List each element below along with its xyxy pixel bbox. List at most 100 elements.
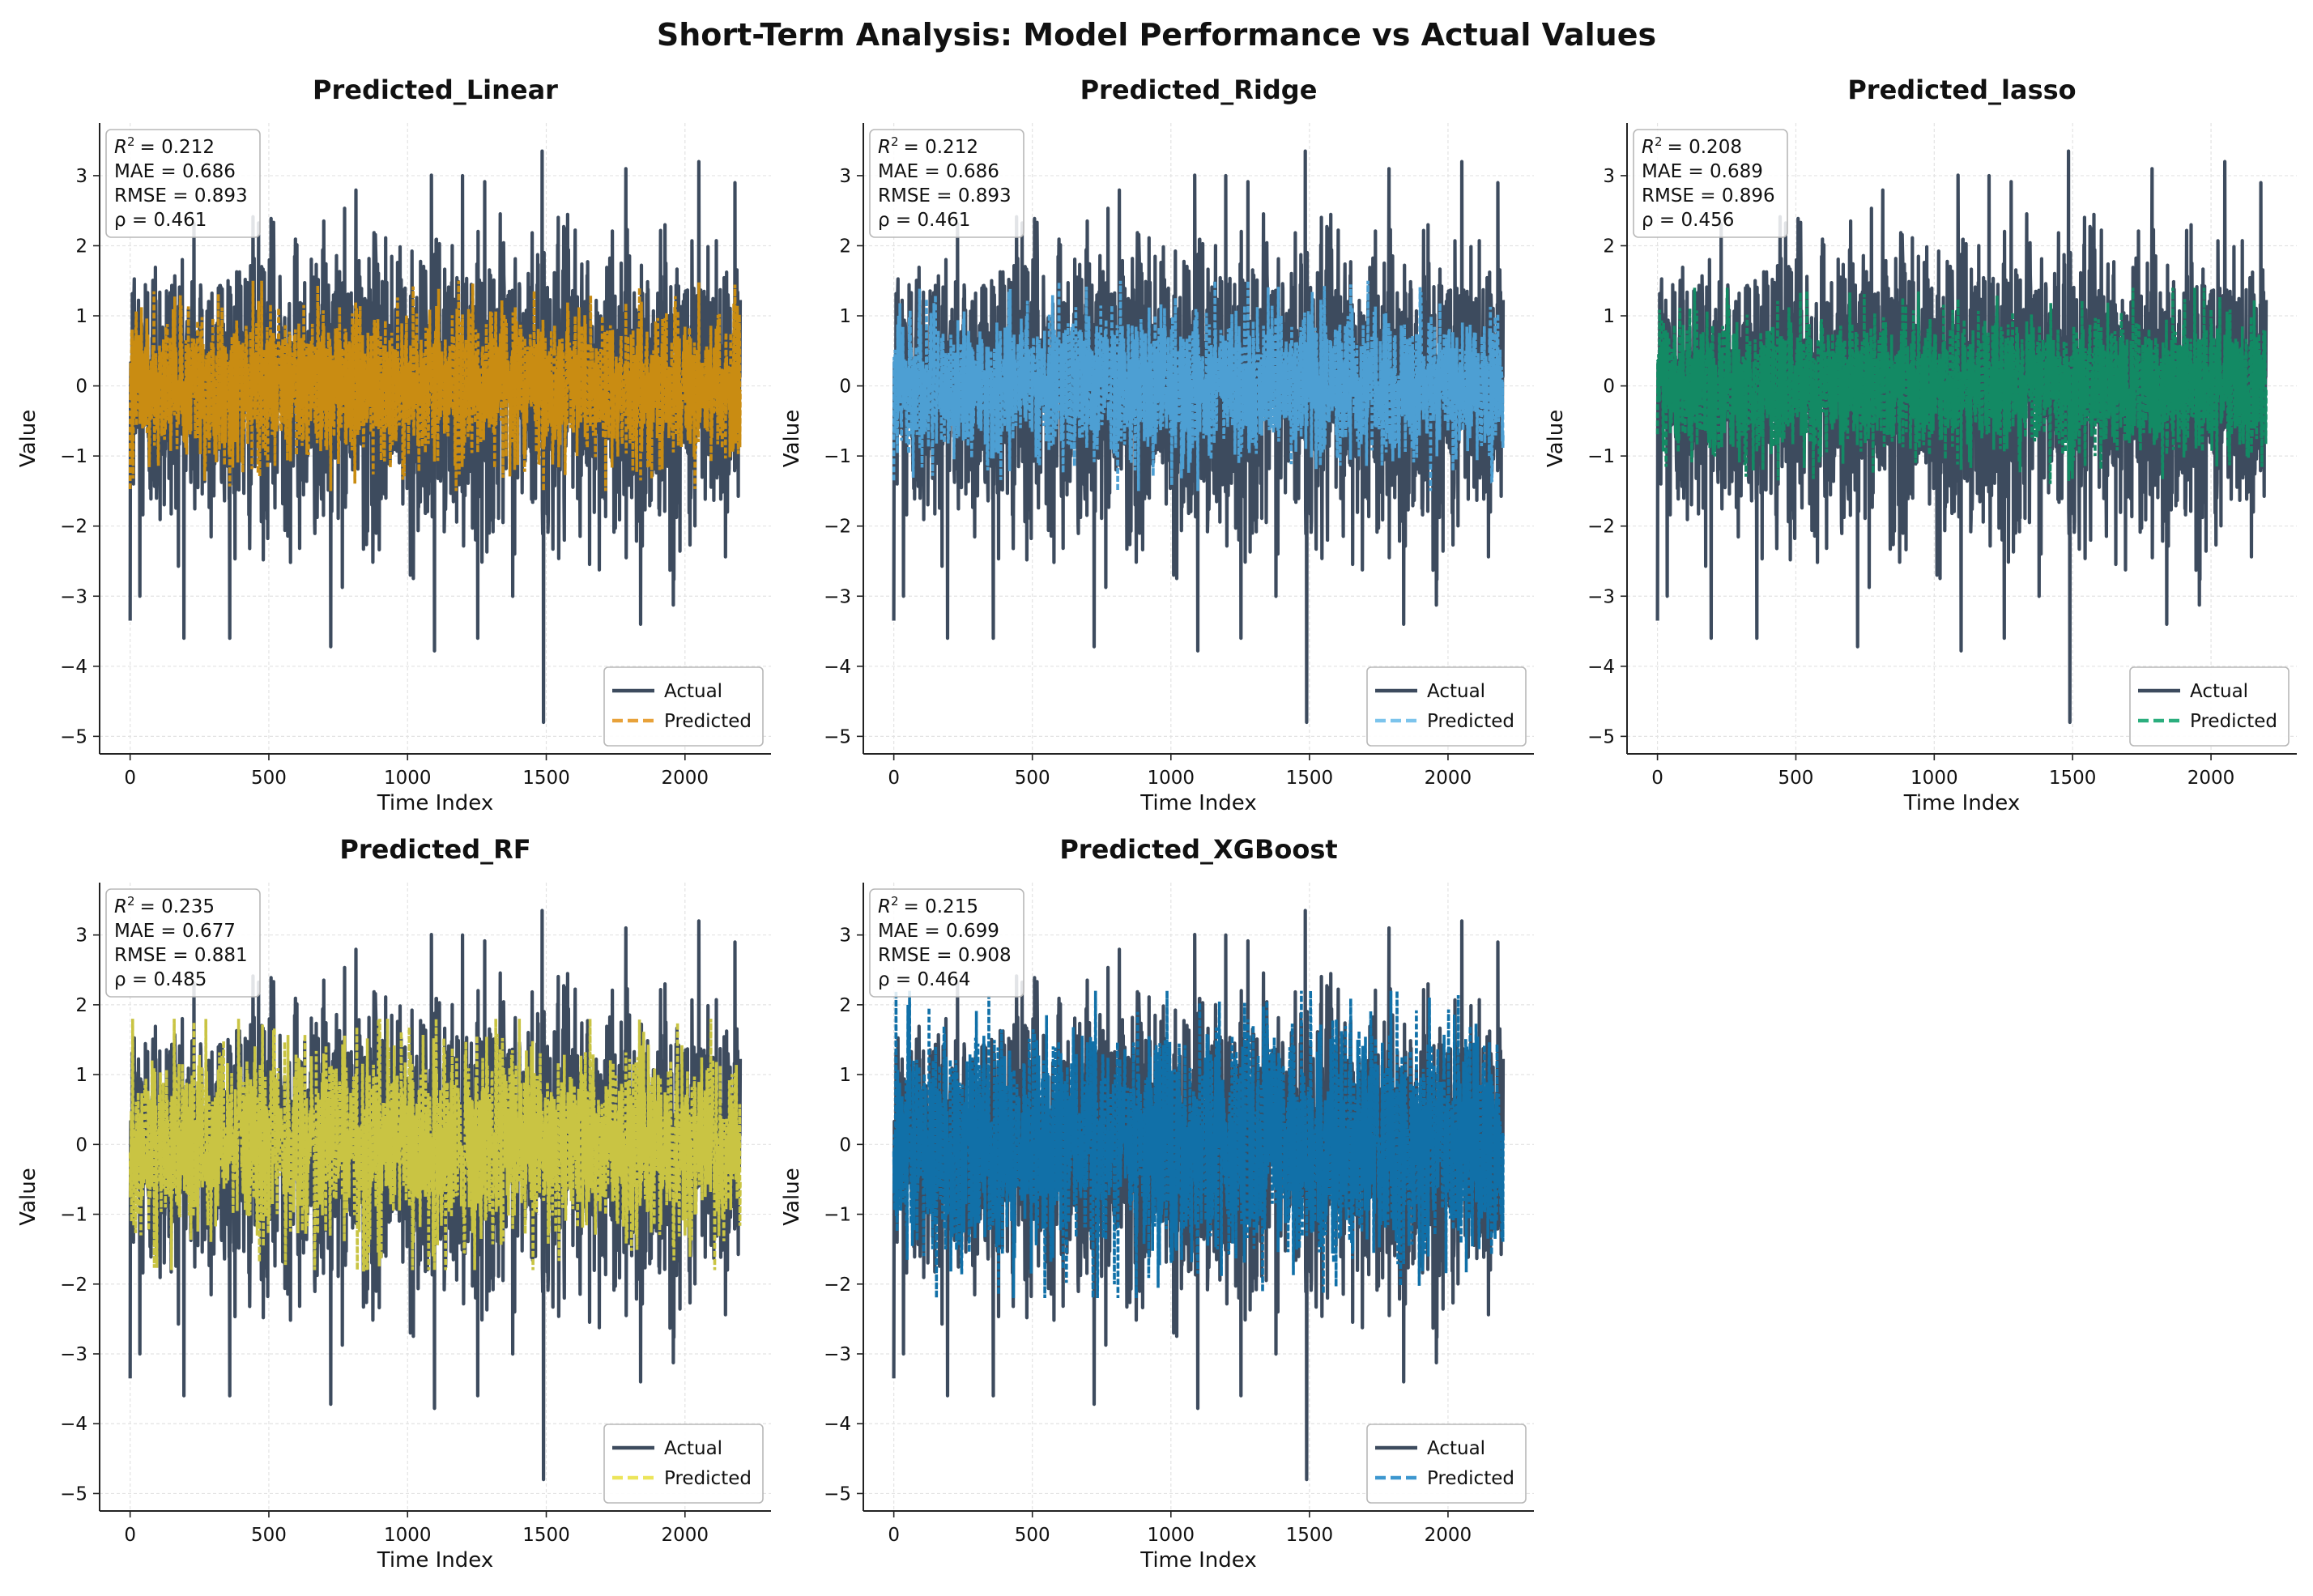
metrics-box: R2 = 0.212 MAE = 0.686 RMSE = 0.893 ρ = 0.46… [869,129,1024,238]
metrics-box: R2 = 0.208 MAE = 0.689 RMSE = 0.896 ρ = 0.45… [1633,129,1788,238]
x-tick-label: 0 [1651,768,1663,789]
y-tick-label: −3 [60,586,87,607]
metric-r2: R2 = 0.215 [878,894,978,917]
metrics-box-frame [869,888,1024,998]
y-tick-label: 2 [75,995,87,1016]
metric-r2-exponent: 2 [1655,134,1663,149]
x-tick-label: 0 [888,1525,900,1546]
x-tick-label: 2000 [662,1525,709,1546]
y-tick-label: 2 [75,236,87,257]
metric-mae: MAE = 0.686 [878,161,999,182]
metric-r2-symbol: R [1642,137,1655,158]
y-tick-label: 1 [1603,306,1615,327]
x-tick-label: 500 [1015,768,1050,789]
metric-r2-symbol: R [114,137,127,158]
predicted-series-line [1655,287,2268,484]
x-tick-label: 1500 [522,1525,570,1546]
y-tick-label: −5 [1587,726,1615,747]
y-tick-label: 0 [75,377,87,398]
legend-frame [2129,666,2290,747]
y-tick-label: −1 [824,446,851,467]
metric-r2-exponent: 2 [891,894,899,909]
metric-r2: R2 = 0.235 [114,894,215,917]
y-tick-label: −2 [824,1275,851,1296]
y-tick-label: 1 [75,306,87,327]
metric-rmse: RMSE = 0.893 [878,185,1012,206]
metric-rmse: RMSE = 0.893 [114,185,248,206]
x-tick-label: 2000 [662,768,709,789]
legend-label-predicted: Predicted [664,711,752,732]
predicted-series-line [128,1019,742,1272]
legend: Actual Predicted [2129,666,2290,747]
y-axis-label: Value [780,1168,804,1225]
legend-label-predicted: Predicted [2190,711,2277,732]
y-tick-label: −2 [824,517,851,538]
metric-r2: R2 = 0.208 [1642,134,1742,158]
legend-frame [1366,1424,1527,1504]
metric-rmse: RMSE = 0.896 [1642,185,1775,206]
legend-frame [603,666,764,747]
x-tick-label: 0 [888,768,900,789]
y-tick-label: 0 [1603,377,1615,398]
legend-label-actual: Actual [664,1438,722,1459]
x-tick-label: 2000 [1425,1525,1472,1546]
y-tick-label: 3 [839,166,851,187]
x-tick-label: 1000 [1148,768,1195,789]
legend: Actual Predicted [603,1424,764,1504]
y-tick-label: −4 [1587,657,1615,678]
metric-r2-value: = 0.212 [904,137,978,158]
subplot-title: Predicted_Ridge [1080,74,1318,105]
y-tick-label: 2 [1603,236,1615,257]
x-tick-label: 1500 [2049,768,2097,789]
x-tick-label: 2000 [1425,768,1472,789]
legend: Actual Predicted [1366,666,1527,747]
subplot-title: Predicted_Linear [313,74,558,105]
metric-r2-exponent: 2 [127,134,135,149]
y-axis-label: Value [16,410,40,467]
y-tick-label: −3 [1587,586,1615,607]
y-tick-label: −4 [824,657,851,678]
y-tick-label: −1 [60,1205,87,1226]
metric-rho: ρ = 0.485 [114,969,207,990]
x-tick-label: 1500 [522,768,570,789]
x-tick-label: 500 [1778,768,1814,789]
panel-predicted_ridge: 0 500 1000 1500 2000 −5 −4 −3 −2 −1 0 1 2 3 Time Index… [780,74,1534,815]
legend-label-actual: Actual [2190,681,2248,702]
metric-rmse: RMSE = 0.881 [114,945,248,966]
metrics-box: R2 = 0.215 MAE = 0.699 RMSE = 0.908 ρ = 0.46… [869,888,1024,998]
metric-rho: ρ = 0.461 [878,210,970,231]
metrics-box-frame [105,129,261,238]
metric-r2-symbol: R [878,137,891,158]
y-tick-label: −3 [60,1344,87,1365]
y-axis-label: Value [16,1168,40,1225]
x-tick-label: 2000 [2187,768,2235,789]
y-tick-label: 0 [75,1134,87,1156]
y-tick-label: 1 [839,1065,851,1086]
metric-r2-exponent: 2 [891,134,899,149]
legend-label-predicted: Predicted [664,1468,752,1489]
y-tick-label: −2 [60,1275,87,1296]
metric-r2-symbol: R [878,896,891,917]
metrics-box-frame [869,129,1024,238]
y-tick-label: −4 [60,1414,87,1435]
subplot-title: Predicted_RF [339,834,530,865]
y-tick-label: 0 [839,1134,851,1156]
y-tick-label: −2 [60,517,87,538]
figure-title: Short-Term Analysis: Model Performance v… [657,17,1656,53]
y-tick-label: −5 [60,726,87,747]
y-tick-label: 3 [1603,166,1615,187]
x-tick-label: 500 [251,768,287,789]
x-axis-label: Time Index [1139,791,1256,815]
metric-r2-value: = 0.212 [140,137,215,158]
y-tick-label: 2 [839,995,851,1016]
metric-rho: ρ = 0.461 [114,210,207,231]
y-tick-label: 1 [839,306,851,327]
x-tick-label: 0 [124,1525,136,1546]
metric-r2-value: = 0.235 [140,896,215,917]
metric-rho: ρ = 0.456 [1642,210,1734,231]
y-tick-label: −1 [1587,446,1615,467]
subplot-title: Predicted_XGBoost [1059,834,1337,865]
x-tick-label: 0 [124,768,136,789]
x-tick-label: 1000 [1910,768,1958,789]
x-axis-label: Time Index [1903,791,2020,815]
